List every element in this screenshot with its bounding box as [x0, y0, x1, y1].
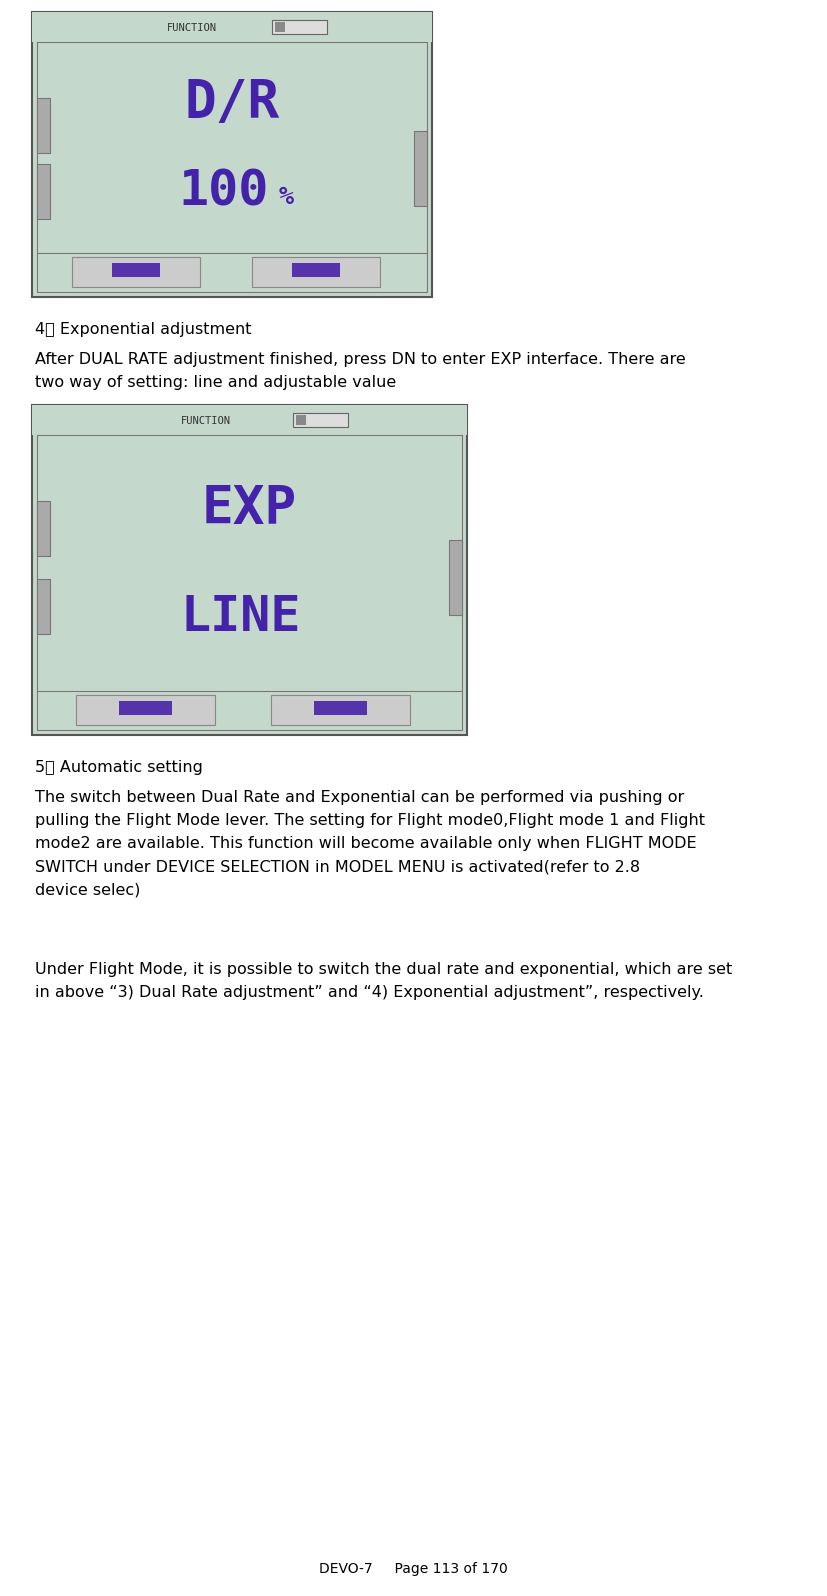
Bar: [314, 701, 367, 715]
Text: mode2 are available. This function will become available only when FLIGHT MODE: mode2 are available. This function will …: [35, 836, 696, 851]
Bar: [37, 18, 427, 292]
Bar: [32, 405, 467, 736]
Bar: [75, 694, 215, 725]
Bar: [275, 22, 285, 32]
Text: 5） Automatic setting: 5） Automatic setting: [35, 760, 203, 776]
Bar: [414, 131, 427, 206]
Text: two way of setting: line and adjustable value: two way of setting: line and adjustable …: [35, 375, 396, 389]
Text: D/R: D/R: [184, 77, 280, 129]
Bar: [32, 13, 432, 297]
Text: LINE: LINE: [180, 594, 301, 642]
Bar: [293, 413, 348, 428]
Text: FUNCTION: FUNCTION: [181, 415, 231, 426]
Text: 4） Exponential adjustment: 4） Exponential adjustment: [35, 322, 251, 337]
Bar: [32, 405, 467, 436]
Text: EXP: EXP: [202, 484, 297, 535]
Bar: [296, 415, 306, 425]
Bar: [271, 694, 410, 725]
Bar: [72, 257, 200, 287]
Bar: [252, 257, 380, 287]
Text: FUNCTION: FUNCTION: [167, 22, 217, 32]
Bar: [37, 97, 50, 153]
Text: Under Flight Mode, it is possible to switch the dual rate and exponential, which: Under Flight Mode, it is possible to swi…: [35, 962, 732, 977]
Bar: [37, 579, 50, 634]
Bar: [32, 13, 432, 41]
Text: After DUAL RATE adjustment finished, press DN to enter EXP interface. There are: After DUAL RATE adjustment finished, pre…: [35, 353, 686, 367]
Text: DEVO-7     Page 113 of 170: DEVO-7 Page 113 of 170: [319, 1562, 508, 1575]
Text: device selec): device selec): [35, 883, 141, 897]
Bar: [112, 263, 160, 278]
Bar: [37, 164, 50, 219]
Text: pulling the Flight Mode lever. The setting for Flight mode0,Flight mode 1 and Fl: pulling the Flight Mode lever. The setti…: [35, 812, 705, 828]
Bar: [118, 701, 171, 715]
Bar: [37, 501, 50, 555]
Bar: [272, 21, 327, 34]
Text: The switch between Dual Rate and Exponential can be performed via pushing or: The switch between Dual Rate and Exponen…: [35, 790, 684, 804]
Text: SWITCH under DEVICE SELECTION in MODEL MENU is activated(refer to 2.8: SWITCH under DEVICE SELECTION in MODEL M…: [35, 860, 640, 875]
Text: 100: 100: [179, 168, 269, 215]
Text: %: %: [279, 185, 294, 209]
Bar: [292, 263, 341, 278]
Bar: [37, 410, 462, 729]
Text: in above “3) Dual Rate adjustment” and “4) Exponential adjustment”, respectively: in above “3) Dual Rate adjustment” and “…: [35, 985, 704, 1001]
Bar: [449, 539, 462, 614]
